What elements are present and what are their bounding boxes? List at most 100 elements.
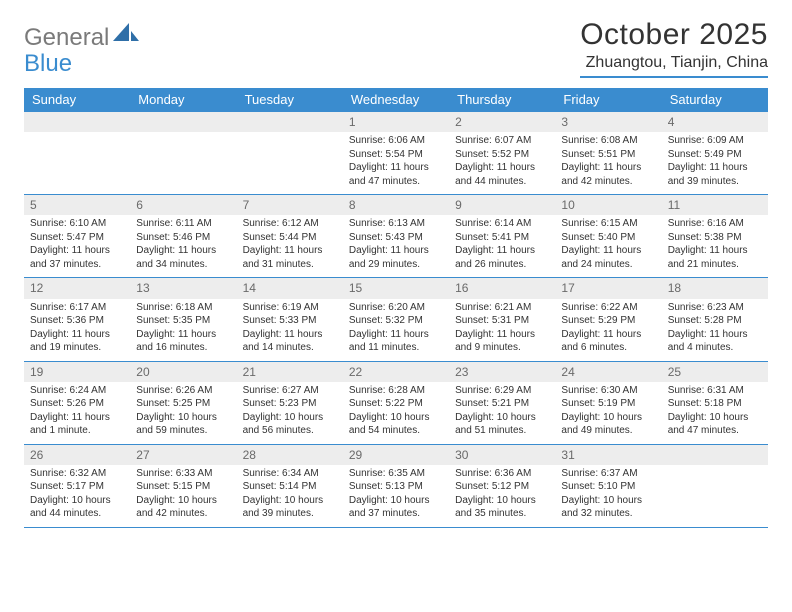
weekday-header: Sunday [24,88,130,112]
sunset-text: Sunset: 5:26 PM [30,397,124,411]
day1-text: Daylight: 10 hours [243,411,337,425]
day-cell: 3Sunrise: 6:08 AMSunset: 5:51 PMDaylight… [555,112,661,194]
day2-text: and 47 minutes. [668,424,762,438]
day-cell: 7 Sunrise: 6:12 AMSunset: 5:44 PMDaylight… [237,195,343,277]
day-cell: 28Sunrise: 6:34 AMSunset: 5:14 PMDayligh… [237,445,343,527]
day-cell: 18Sunrise: 6:23 AMSunset: 5:28 PMDayligh… [662,278,768,360]
day2-text: and 42 minutes. [561,175,655,189]
sunrise-text: Sunrise: 6:11 AM [136,217,230,231]
day-cell: 20Sunrise: 6:26 AMSunset: 5:25 PMDayligh… [130,362,236,444]
day-number: 31 [555,445,661,465]
day2-text: and 11 minutes. [349,341,443,355]
sunset-text: Sunset: 5:31 PM [455,314,549,328]
header-row: General October 2025 Zhuangtou, Tianjin,… [24,18,768,78]
day-number: 18 [662,278,768,298]
sunset-text: Sunset: 5:23 PM [243,397,337,411]
day-number: 10 [555,195,661,215]
day-cell: 21Sunrise: 6:27 AMSunset: 5:23 PMDayligh… [237,362,343,444]
day-number: 12 [24,278,130,298]
day2-text: and 29 minutes. [349,258,443,272]
day1-text: Daylight: 10 hours [561,411,655,425]
logo-text-blue: Blue [24,50,72,78]
day-cell: 17Sunrise: 6:22 AMSunset: 5:29 PMDayligh… [555,278,661,360]
sunset-text: Sunset: 5:25 PM [136,397,230,411]
sunrise-text: Sunrise: 6:23 AM [668,301,762,315]
day-cell: 13Sunrise: 6:18 AMSunset: 5:35 PMDayligh… [130,278,236,360]
day2-text: and 9 minutes. [455,341,549,355]
sunset-text: Sunset: 5:14 PM [243,480,337,494]
sunrise-text: Sunrise: 6:20 AM [349,301,443,315]
day-number-empty [662,445,768,465]
day1-text: Daylight: 11 hours [243,244,337,258]
logo: General [24,18,139,52]
weekday-header-row: Sunday Monday Tuesday Wednesday Thursday… [24,88,768,112]
day2-text: and 44 minutes. [455,175,549,189]
day2-text: and 35 minutes. [455,507,549,521]
sunrise-text: Sunrise: 6:06 AM [349,134,443,148]
sunrise-text: Sunrise: 6:35 AM [349,467,443,481]
day-number: 23 [449,362,555,382]
sunset-text: Sunset: 5:28 PM [668,314,762,328]
day-cell: 12Sunrise: 6:17 AMSunset: 5:36 PMDayligh… [24,278,130,360]
sunrise-text: Sunrise: 6:10 AM [30,217,124,231]
sunset-text: Sunset: 5:22 PM [349,397,443,411]
day1-text: Daylight: 11 hours [561,244,655,258]
day-cell: 5Sunrise: 6:10 AMSunset: 5:47 PMDaylight… [24,195,130,277]
sunrise-text: Sunrise: 6:14 AM [455,217,549,231]
day2-text: and 59 minutes. [136,424,230,438]
day1-text: Daylight: 11 hours [349,328,443,342]
sunrise-text: Sunrise: 6:19 AM [243,301,337,315]
week-row: 5Sunrise: 6:10 AMSunset: 5:47 PMDaylight… [24,195,768,278]
sunset-text: Sunset: 5:49 PM [668,148,762,162]
day1-text: Daylight: 11 hours [349,161,443,175]
day-cell: 24Sunrise: 6:30 AMSunset: 5:19 PMDayligh… [555,362,661,444]
day2-text: and 31 minutes. [243,258,337,272]
sunset-text: Sunset: 5:38 PM [668,231,762,245]
sunset-text: Sunset: 5:19 PM [561,397,655,411]
day-number: 9 [449,195,555,215]
day1-text: Daylight: 11 hours [136,244,230,258]
sunset-text: Sunset: 5:40 PM [561,231,655,245]
sunrise-text: Sunrise: 6:12 AM [243,217,337,231]
day-cell: 27Sunrise: 6:33 AMSunset: 5:15 PMDayligh… [130,445,236,527]
sunset-text: Sunset: 5:44 PM [243,231,337,245]
sunrise-text: Sunrise: 6:28 AM [349,384,443,398]
sunset-text: Sunset: 5:18 PM [668,397,762,411]
day2-text: and 39 minutes. [243,507,337,521]
day-cell: 30Sunrise: 6:36 AMSunset: 5:12 PMDayligh… [449,445,555,527]
sunset-text: Sunset: 5:36 PM [30,314,124,328]
weekday-header: Tuesday [237,88,343,112]
sunrise-text: Sunrise: 6:27 AM [243,384,337,398]
sunrise-text: Sunrise: 6:26 AM [136,384,230,398]
location-text: Zhuangtou, Tianjin, China [580,54,768,78]
sunset-text: Sunset: 5:32 PM [349,314,443,328]
week-row: 19Sunrise: 6:24 AMSunset: 5:26 PMDayligh… [24,362,768,445]
day-number: 7 [237,195,343,215]
day-number: 5 [24,195,130,215]
day-number: 8 [343,195,449,215]
day-number: 1 [343,112,449,132]
day-cell: 9Sunrise: 6:14 AMSunset: 5:41 PMDaylight… [449,195,555,277]
day-number: 30 [449,445,555,465]
day-number: 13 [130,278,236,298]
day2-text: and 24 minutes. [561,258,655,272]
day-number: 3 [555,112,661,132]
sunrise-text: Sunrise: 6:18 AM [136,301,230,315]
day1-text: Daylight: 11 hours [455,161,549,175]
day1-text: Daylight: 10 hours [349,494,443,508]
sunset-text: Sunset: 5:51 PM [561,148,655,162]
calendar-table: Sunday Monday Tuesday Wednesday Thursday… [24,88,768,528]
sunrise-text: Sunrise: 6:29 AM [455,384,549,398]
day-number: 19 [24,362,130,382]
day1-text: Daylight: 11 hours [30,328,124,342]
sunrise-text: Sunrise: 6:30 AM [561,384,655,398]
day-number-empty [130,112,236,132]
week-row: 1Sunrise: 6:06 AMSunset: 5:54 PMDaylight… [24,112,768,195]
day-cell: 22Sunrise: 6:28 AMSunset: 5:22 PMDayligh… [343,362,449,444]
sunrise-text: Sunrise: 6:36 AM [455,467,549,481]
day-cell: 11Sunrise: 6:16 AMSunset: 5:38 PMDayligh… [662,195,768,277]
day-cell: 23Sunrise: 6:29 AMSunset: 5:21 PMDayligh… [449,362,555,444]
day2-text: and 44 minutes. [30,507,124,521]
day-number: 14 [237,278,343,298]
day1-text: Daylight: 10 hours [30,494,124,508]
